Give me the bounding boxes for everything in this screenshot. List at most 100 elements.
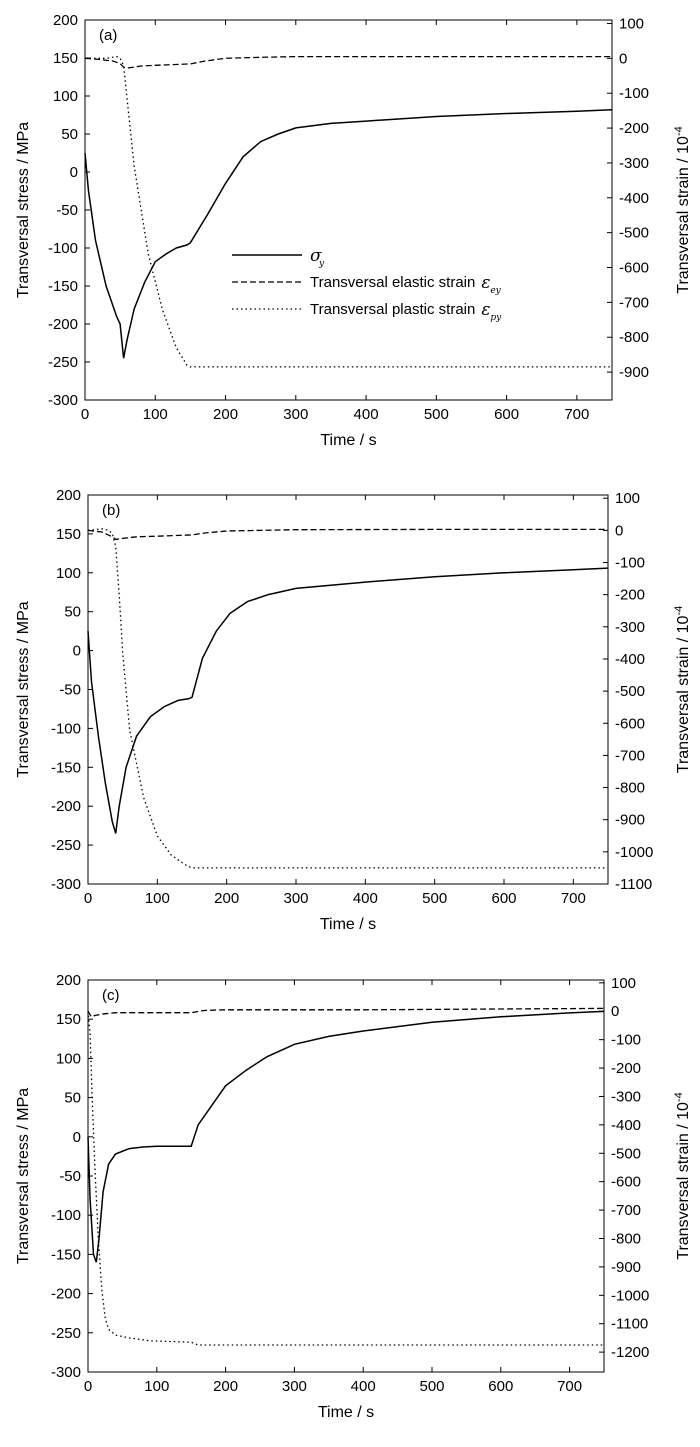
panel-a: 0 100 200 300 400 500 600 700-300-250-200-150-1… [15, 12, 692, 449]
x-tick-label: 100 [144, 1378, 169, 1395]
y-right-tick-label: -300 [619, 155, 649, 172]
series-elastic-strain [87, 528, 608, 541]
y-left-tick-label: -150 [51, 759, 81, 776]
y-right-tick-label: -500 [615, 683, 645, 700]
x-tick-label: 200 [213, 1378, 238, 1395]
y-right-tick-label: -400 [619, 190, 649, 207]
legend-subscript: ey [490, 286, 501, 296]
x-tick-label: 100 [145, 890, 170, 907]
y-right-axis-label: Transversal strain / 10-4 [673, 1092, 692, 1259]
series-sigma-y [84, 108, 613, 359]
y-right-tick-label: -1000 [611, 1287, 649, 1304]
panel-c: 0 100 200 300 400 500 600 700-300-250-200-150-1… [15, 972, 692, 1421]
y-left-tick-label: 50 [61, 126, 78, 143]
y-left-axis-label: Transversal stress / MPa [15, 1088, 32, 1264]
y-left-tick-label: 0 [70, 164, 78, 181]
y-right-tick-label: -500 [619, 225, 649, 242]
y-left-tick-label: -200 [48, 316, 78, 333]
y-left-tick-label: 0 [73, 643, 81, 660]
y-right-tick-label: -100 [611, 1032, 641, 1049]
y-right-tick-label: -100 [619, 85, 649, 102]
y-right-tick-label: -1200 [611, 1344, 649, 1361]
y-left-tick-label: -100 [51, 720, 81, 737]
y-right-tick-label: -700 [619, 294, 649, 311]
y-right-tick-label: -800 [611, 1230, 641, 1247]
y-right-tick-label: -800 [619, 329, 649, 346]
y-left-tick-label: 150 [56, 526, 81, 543]
y-left-tick-label: 150 [53, 50, 78, 67]
x-tick-label: 200 [213, 406, 238, 423]
x-tick-label: 0 [84, 890, 92, 907]
x-tick-label: 600 [488, 1378, 513, 1395]
x-tick-label: 500 [419, 1378, 444, 1395]
y-left-axis-label: Transversal stress / MPa [15, 122, 32, 298]
legend-symbol: ε [481, 300, 490, 320]
x-tick-label: 400 [354, 406, 379, 423]
x-axis-label: Time / s [320, 916, 376, 933]
y-left-tick-label: -50 [56, 202, 78, 219]
y-right-tick-label: -600 [611, 1174, 641, 1191]
y-right-tick-label: 100 [619, 15, 644, 32]
y-right-tick-label: -200 [615, 587, 645, 604]
legend-subscript: y [318, 259, 325, 269]
plot-frame [87, 979, 605, 1373]
y-right-tick-label: -900 [619, 364, 649, 381]
panel-label: (a) [99, 27, 117, 44]
x-tick-label: 500 [422, 890, 447, 907]
y-right-tick-label: -400 [611, 1117, 641, 1134]
y-right-axis-exponent: -4 [673, 606, 685, 616]
y-right-tick-label: -200 [619, 120, 649, 137]
legend-subscript: py [490, 313, 502, 323]
y-right-tick-label: 100 [611, 975, 636, 992]
y-right-tick-label: -100 [615, 555, 645, 572]
y-right-tick-label: -1000 [615, 844, 653, 861]
y-right-axis-exponent: -4 [673, 1092, 685, 1102]
panel-label: (c) [102, 987, 120, 1004]
x-tick-label: 500 [424, 406, 449, 423]
y-left-tick-label: 200 [53, 12, 78, 29]
y-right-axis-label: Transversal strain / 10-4 [673, 606, 692, 773]
y-left-tick-label: 200 [56, 487, 81, 504]
y-left-tick-label: -100 [51, 1207, 81, 1224]
legend-label: Transversal elastic strain [310, 274, 475, 291]
x-axis-label: Time / s [320, 432, 376, 449]
y-right-tick-label: -800 [615, 780, 645, 797]
y-right-tick-label: -600 [619, 260, 649, 277]
y-right-tick-label: -300 [611, 1088, 641, 1105]
x-tick-label: 100 [143, 406, 168, 423]
y-right-tick-label: -300 [615, 619, 645, 636]
x-tick-label: 700 [557, 1378, 582, 1395]
y-left-tick-label: -150 [48, 278, 78, 295]
x-tick-label: 0 [81, 406, 89, 423]
series-sigma-y [87, 567, 609, 834]
y-left-axis-label: Transversal stress / MPa [15, 601, 32, 777]
x-tick-label: 300 [283, 406, 308, 423]
x-tick-label: 300 [282, 1378, 307, 1395]
y-left-tick-label: 100 [56, 565, 81, 582]
y-right-axis-label: Transversal strain / 10-4 [673, 126, 692, 293]
y-left-tick-label: 0 [73, 1129, 81, 1146]
x-tick-label: 400 [353, 890, 378, 907]
y-left-tick-label: -250 [51, 837, 81, 854]
y-left-tick-label: 100 [56, 1050, 81, 1067]
y-left-tick-label: -150 [51, 1246, 81, 1263]
y-left-tick-label: -300 [48, 392, 78, 409]
y-right-tick-label: 100 [615, 490, 640, 507]
y-left-tick-label: -200 [51, 1286, 81, 1303]
y-right-tick-label: -600 [615, 715, 645, 732]
y-left-tick-label: 100 [53, 88, 78, 105]
x-tick-label: 0 [84, 1378, 92, 1395]
series-plastic-strain [87, 528, 608, 869]
y-left-tick-label: -50 [59, 1168, 81, 1185]
y-left-tick-label: 150 [56, 1011, 81, 1028]
y-right-tick-label: -700 [615, 747, 645, 764]
series-plastic-strain [87, 1011, 604, 1346]
x-tick-label: 700 [561, 890, 586, 907]
y-right-tick-label: 0 [619, 50, 627, 67]
y-right-tick-label: -1100 [615, 876, 652, 893]
y-right-tick-label: -900 [615, 812, 645, 829]
legend: σy Transversal elastic strain ε ey Transvers… [232, 246, 502, 323]
y-left-tick-label: -250 [48, 354, 78, 371]
y-right-tick-label: -700 [611, 1202, 641, 1219]
y-right-tick-label: -1100 [611, 1316, 648, 1333]
